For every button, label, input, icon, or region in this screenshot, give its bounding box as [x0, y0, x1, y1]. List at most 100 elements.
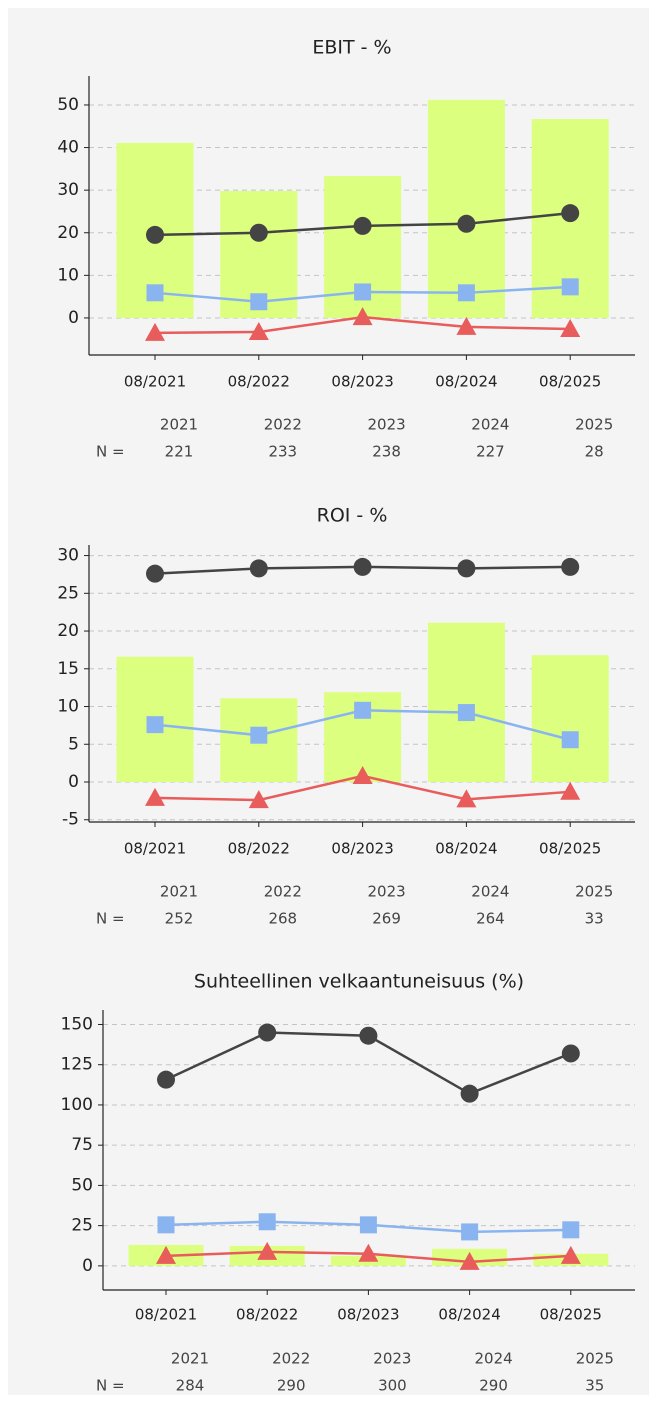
table-count: 221 [165, 443, 194, 461]
marker [352, 307, 373, 326]
y-tick-label: 40 [57, 138, 79, 158]
marker [248, 321, 269, 340]
bar [427, 622, 505, 782]
table-year: 2021 [160, 883, 198, 901]
table-count: 268 [268, 910, 297, 928]
y-tick-label: -5 [62, 810, 79, 830]
marker [560, 319, 581, 338]
y-tick-label: 0 [68, 308, 79, 328]
x-tick-label: 08/2025 [540, 1306, 602, 1324]
marker [456, 789, 477, 808]
y-tick-label: 10 [57, 697, 79, 717]
table-count: 35 [585, 1377, 604, 1395]
y-tick-label: 20 [57, 223, 79, 243]
x-tick-label: 08/2023 [331, 373, 393, 391]
marker [456, 316, 477, 335]
table-year: 2022 [272, 1350, 310, 1368]
x-tick-label: 08/2021 [124, 373, 186, 391]
marker [157, 1070, 175, 1089]
marker [156, 1245, 176, 1264]
y-tick-label: 0 [68, 772, 79, 792]
table-year: 2025 [575, 883, 613, 901]
marker [358, 1243, 379, 1262]
marker [457, 284, 475, 302]
marker [359, 1026, 378, 1045]
table-year: 2024 [471, 883, 509, 901]
x-tick-label: 08/2022 [236, 1306, 298, 1324]
marker [561, 731, 579, 749]
y-tick-label: 25 [57, 583, 79, 603]
marker [354, 701, 372, 719]
table-n-label: N = [96, 1377, 125, 1395]
marker [250, 293, 268, 311]
y-tick-label: 15 [57, 659, 79, 679]
x-tick-label: 08/2023 [337, 1306, 399, 1324]
marker [145, 322, 165, 341]
y-tick-label: 75 [71, 1135, 93, 1155]
bar [427, 99, 505, 318]
x-tick-label: 08/2024 [435, 373, 497, 391]
marker [257, 1241, 278, 1260]
table-count: 252 [165, 910, 194, 928]
marker [461, 1223, 479, 1241]
y-tick-label: 30 [57, 180, 79, 200]
marker [146, 716, 164, 734]
y-tick-label: 100 [61, 1095, 93, 1115]
table-n-label: N = [96, 443, 125, 461]
chart-title: ROI - % [317, 505, 388, 527]
marker [146, 564, 164, 583]
table-count: 290 [277, 1377, 306, 1395]
table-year: 2025 [575, 416, 613, 434]
marker [560, 781, 581, 800]
marker [352, 765, 373, 784]
x-tick-label: 08/2024 [438, 1306, 500, 1324]
x-tick-label: 08/2023 [331, 840, 393, 858]
x-tick-label: 08/2022 [228, 373, 290, 391]
table-count: 33 [585, 910, 604, 928]
marker [249, 223, 268, 242]
y-tick-label: 50 [57, 95, 79, 115]
y-tick-label: 10 [57, 265, 79, 285]
table-year: 2024 [475, 1350, 513, 1368]
y-tick-label: 50 [71, 1175, 93, 1195]
marker [459, 1251, 480, 1270]
marker [562, 1221, 580, 1239]
marker [250, 726, 268, 744]
y-tick-label: 150 [61, 1014, 93, 1034]
x-tick-label: 08/2021 [135, 1306, 197, 1324]
x-tick-label: 08/2025 [539, 373, 601, 391]
marker [145, 787, 165, 806]
marker [359, 1216, 377, 1234]
marker [248, 790, 269, 809]
marker [146, 284, 164, 302]
table-count: 227 [476, 443, 505, 461]
marker [353, 557, 372, 576]
table-year: 2023 [368, 416, 406, 434]
table-year: 2021 [160, 416, 198, 434]
x-tick-label: 08/2024 [435, 840, 497, 858]
x-tick-label: 08/2025 [539, 840, 601, 858]
y-tick-label: 5 [68, 734, 79, 754]
marker [560, 1245, 581, 1264]
table-year: 2024 [471, 416, 509, 434]
table-count: 233 [268, 443, 297, 461]
table-year: 2023 [373, 1350, 411, 1368]
table-count: 290 [479, 1377, 508, 1395]
marker [457, 214, 476, 233]
table-n-label: N = [96, 910, 125, 928]
table-count: 284 [176, 1377, 205, 1395]
table-year: 2022 [264, 883, 302, 901]
marker [457, 559, 476, 578]
marker [457, 704, 475, 722]
marker [561, 557, 580, 576]
marker [157, 1216, 175, 1234]
chart-title: EBIT - % [312, 37, 391, 59]
y-tick-label: 25 [71, 1216, 93, 1236]
y-tick-label: 20 [57, 621, 79, 641]
table-year: 2021 [171, 1350, 209, 1368]
marker [258, 1213, 276, 1231]
marker [460, 1084, 479, 1103]
bar [531, 655, 609, 782]
